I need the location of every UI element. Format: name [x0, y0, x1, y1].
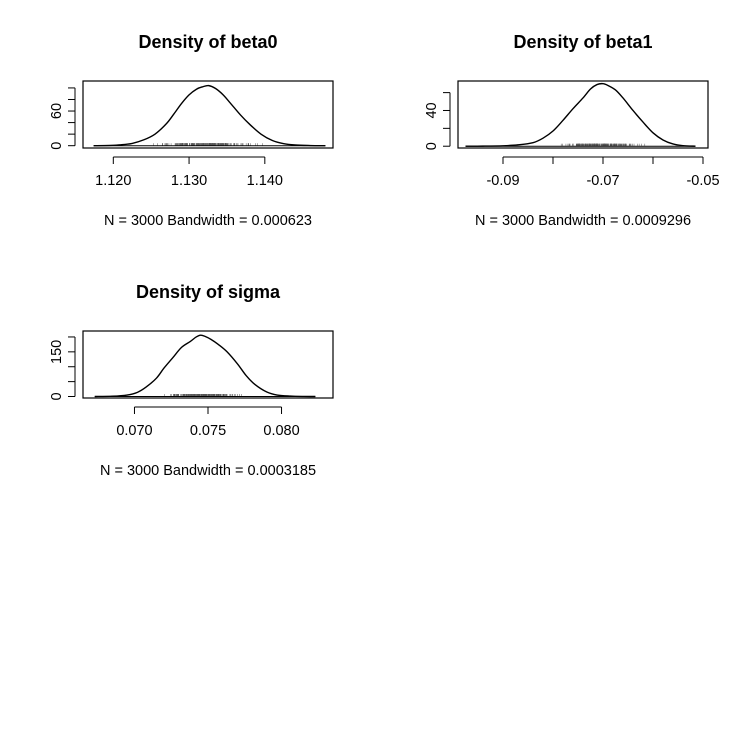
panel-title: Density of sigma [136, 282, 281, 302]
x-axis-label: N = 3000 Bandwidth = 0.000623 [104, 213, 312, 229]
x-tick-label: -0.09 [486, 173, 519, 189]
density-curve [465, 82, 696, 147]
x-axis-label: N = 3000 Bandwidth = 0.0009296 [475, 213, 691, 229]
y-tick-label: 0 [49, 392, 65, 400]
x-tick-label: 0.080 [263, 423, 299, 439]
y-tick-label: 150 [49, 340, 65, 364]
y-tick-label: 0 [424, 142, 440, 150]
plot-frame [457, 80, 709, 149]
y-tick-label: 40 [424, 102, 440, 118]
x-tick-label: 0.075 [190, 423, 226, 439]
plot-frame [82, 80, 334, 149]
x-tick-label: 1.120 [95, 173, 131, 189]
y-tick-label: 0 [49, 142, 65, 150]
panel-title: Density of beta0 [138, 32, 277, 52]
y-tick-label: 60 [49, 103, 65, 119]
density-panel-1: Density of beta0 1.120 1.130 1.140 0 60 N = 30… [49, 32, 334, 229]
density-panel-2: Density of beta1 -0.09 -0.07 -0.05 0 40 N = 30… [424, 32, 720, 229]
x-tick-label: 1.130 [171, 173, 207, 189]
density-panel-3: Density of sigma 0.070 0.075 0.080 0 150 N = 3… [49, 282, 334, 479]
plot-frame [82, 330, 334, 399]
panel-title: Density of beta1 [513, 32, 652, 52]
x-axis-label: N = 3000 Bandwidth = 0.0003185 [100, 463, 316, 479]
x-tick-label: 0.070 [116, 423, 152, 439]
x-tick-label: -0.05 [686, 173, 719, 189]
x-tick-label: -0.07 [586, 173, 619, 189]
density-curve [94, 334, 316, 398]
x-tick-label: 1.140 [247, 173, 283, 189]
density-curve [93, 84, 326, 147]
